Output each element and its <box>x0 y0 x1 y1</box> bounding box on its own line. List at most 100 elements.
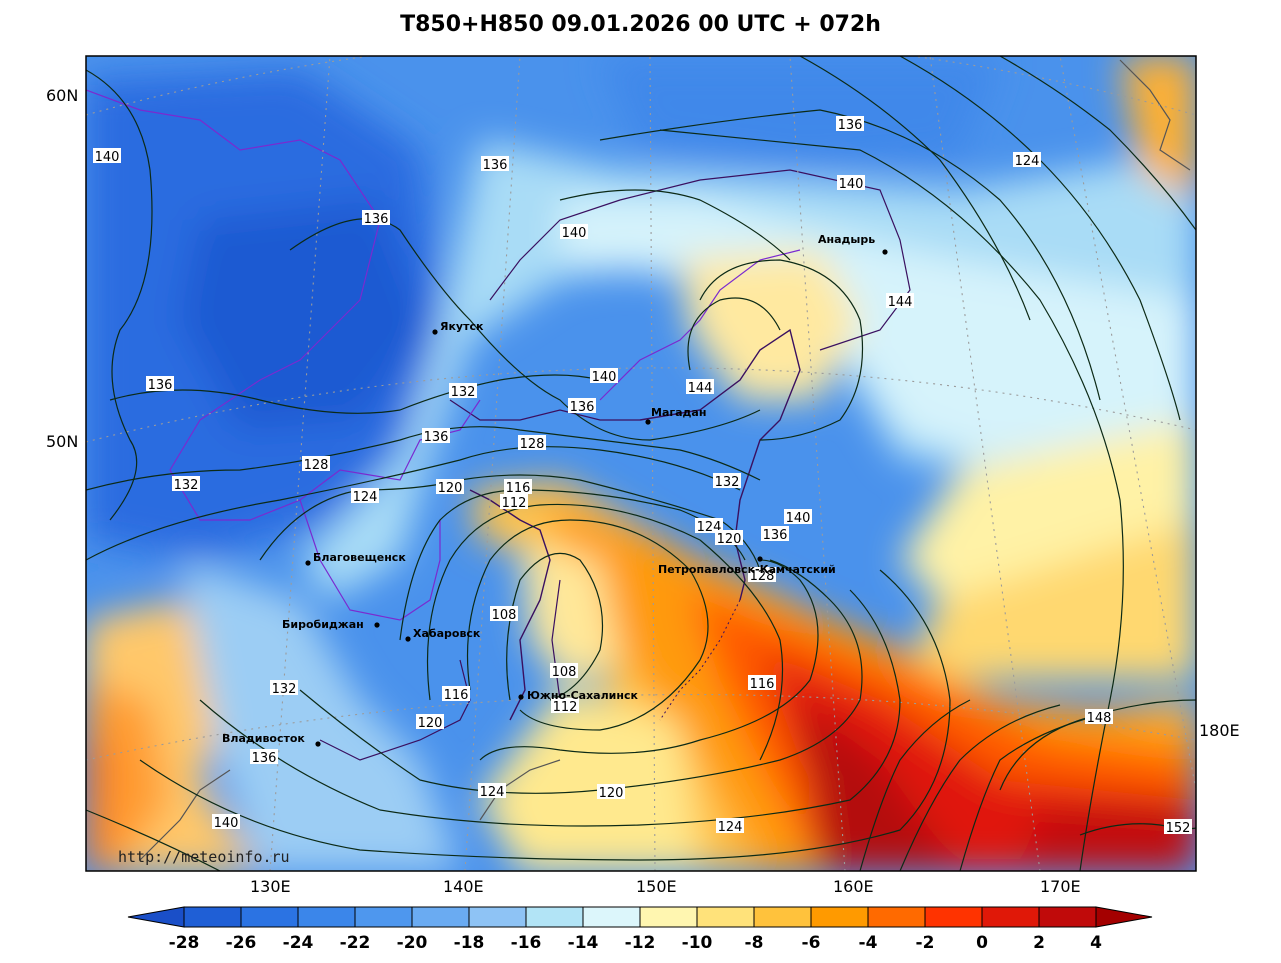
contour-label-bg <box>416 714 444 729</box>
contour-label: 140 <box>214 816 239 831</box>
graticule <box>86 56 1196 871</box>
contour-label-bg <box>442 686 470 701</box>
lon-label-130e: 130E <box>250 877 291 896</box>
colorbar-swatch <box>354 906 413 928</box>
contour-label: 148 <box>1087 711 1112 726</box>
city-label: Благовещенск <box>313 551 406 564</box>
colorbar-swatch <box>753 906 812 928</box>
contour-label: 108 <box>492 608 517 623</box>
watermark: http://meteoinfo.ru <box>118 848 290 866</box>
city-label: Биробиджан <box>282 618 364 631</box>
contour-label: 144 <box>888 295 913 310</box>
colorbar-tick-label: 2 <box>1033 933 1045 953</box>
city-dot <box>432 329 438 335</box>
contour-label: 152 <box>1166 821 1191 836</box>
colorbar-tick-label: -18 <box>454 933 485 953</box>
colorbar-tick-label: -26 <box>226 933 257 953</box>
contour-label-bg <box>270 680 298 695</box>
map-title: T850+H850 09.01.2026 00 UTC + 072h <box>400 12 881 37</box>
contour-label-bg <box>748 675 776 690</box>
lon-label-150e: 150E <box>636 877 677 896</box>
city-dot <box>882 249 888 255</box>
contour-label: 140 <box>786 511 811 526</box>
colorbar-high-arrow <box>1095 906 1153 928</box>
contour-label: 128 <box>750 569 775 584</box>
colorbar-swatch <box>183 906 242 928</box>
contour-label: 136 <box>364 212 389 227</box>
colorbar-swatch <box>696 906 755 928</box>
colorbar-swatch <box>582 906 641 928</box>
contour-label-bg <box>1085 709 1113 724</box>
colorbar-tick-label: -24 <box>283 933 314 953</box>
contour-label-bg <box>597 784 625 799</box>
contour-label: 120 <box>599 786 624 801</box>
city-dot <box>305 560 311 566</box>
city-label: Анадырь <box>818 233 875 246</box>
colorbar-tick-label: -28 <box>169 933 200 953</box>
lon-label-140e: 140E <box>443 877 484 896</box>
contour-label-bg <box>1013 152 1041 167</box>
colorbar-swatch <box>411 906 470 928</box>
contour-label: 132 <box>451 385 476 400</box>
temperature-field <box>86 56 1196 871</box>
contour-label-bg <box>590 368 618 383</box>
contour-label: 108 <box>552 665 577 680</box>
colorbar-swatch <box>867 906 926 928</box>
contour-label-bg <box>93 148 121 163</box>
contour-label-bg <box>715 530 743 545</box>
colorbar-swatch <box>525 906 584 928</box>
colorbar-tick-label: -14 <box>568 933 599 953</box>
city-dot <box>757 556 763 562</box>
contour-label-bg <box>302 456 330 471</box>
contour-label-bg <box>351 488 379 503</box>
lat-label-60n: 60N <box>46 86 78 105</box>
contour-label-bg <box>716 818 744 833</box>
contour-label-bg <box>695 518 723 533</box>
contour-label: 124 <box>353 490 378 505</box>
contour-label: 116 <box>506 481 531 496</box>
contour-label-bg <box>886 293 914 308</box>
contour-label: 120 <box>418 716 443 731</box>
contour-label-bg <box>500 494 528 509</box>
contour-label: 136 <box>252 751 277 766</box>
contour-label: 136 <box>424 430 449 445</box>
city-label: Магадан <box>651 406 706 419</box>
colorbar-swatch <box>981 906 1040 928</box>
city-label: Хабаровск <box>413 627 481 640</box>
colorbar-tick-label: -4 <box>859 933 878 953</box>
contour-label-bg <box>422 428 450 443</box>
contour-label: 124 <box>480 785 505 800</box>
colorbar-tick-label: -20 <box>397 933 428 953</box>
contour-label: 128 <box>304 458 329 473</box>
contour-label-bg <box>518 435 546 450</box>
contour-labels: 140 136 136 136 140 124 140 144 136 132 136 140 144 1… <box>93 116 1192 836</box>
contour-label-bg <box>837 175 865 190</box>
contour-label: 112 <box>553 700 578 715</box>
contour-label: 116 <box>750 677 775 692</box>
contour-label: 120 <box>717 532 742 547</box>
contour-label: 132 <box>174 478 199 493</box>
contour-label-bg <box>551 698 579 713</box>
contour-label-bg <box>172 476 200 491</box>
contour-label: 140 <box>592 370 617 385</box>
contour-label-bg <box>146 376 174 391</box>
city-dot <box>518 694 524 700</box>
colorbar-swatch <box>297 906 356 928</box>
contour-label-bg <box>362 210 390 225</box>
colorbar-swatch <box>810 906 869 928</box>
colorbar-tick-label: -2 <box>916 933 935 953</box>
city-label: Южно-Сахалинск <box>527 689 638 702</box>
city-dot <box>374 622 380 628</box>
colorbar: -28 -26 -24 -22 -20 -18 -16 -14 -12 -10 -8 -6 -4 -2 0 2… <box>127 906 1153 953</box>
city-label: Владивосток <box>222 732 305 745</box>
colorbar-tick-label: -6 <box>802 933 821 953</box>
colorbar-low-arrow <box>127 906 185 928</box>
contour-label: 140 <box>839 177 864 192</box>
colorbar-swatch <box>468 906 527 928</box>
map-frame <box>85 55 1197 872</box>
colorbar-tick-label: -10 <box>682 933 713 953</box>
contour-label-bg <box>568 398 596 413</box>
contour-label-bg <box>836 116 864 131</box>
colorbar-tick-label: -12 <box>625 933 656 953</box>
